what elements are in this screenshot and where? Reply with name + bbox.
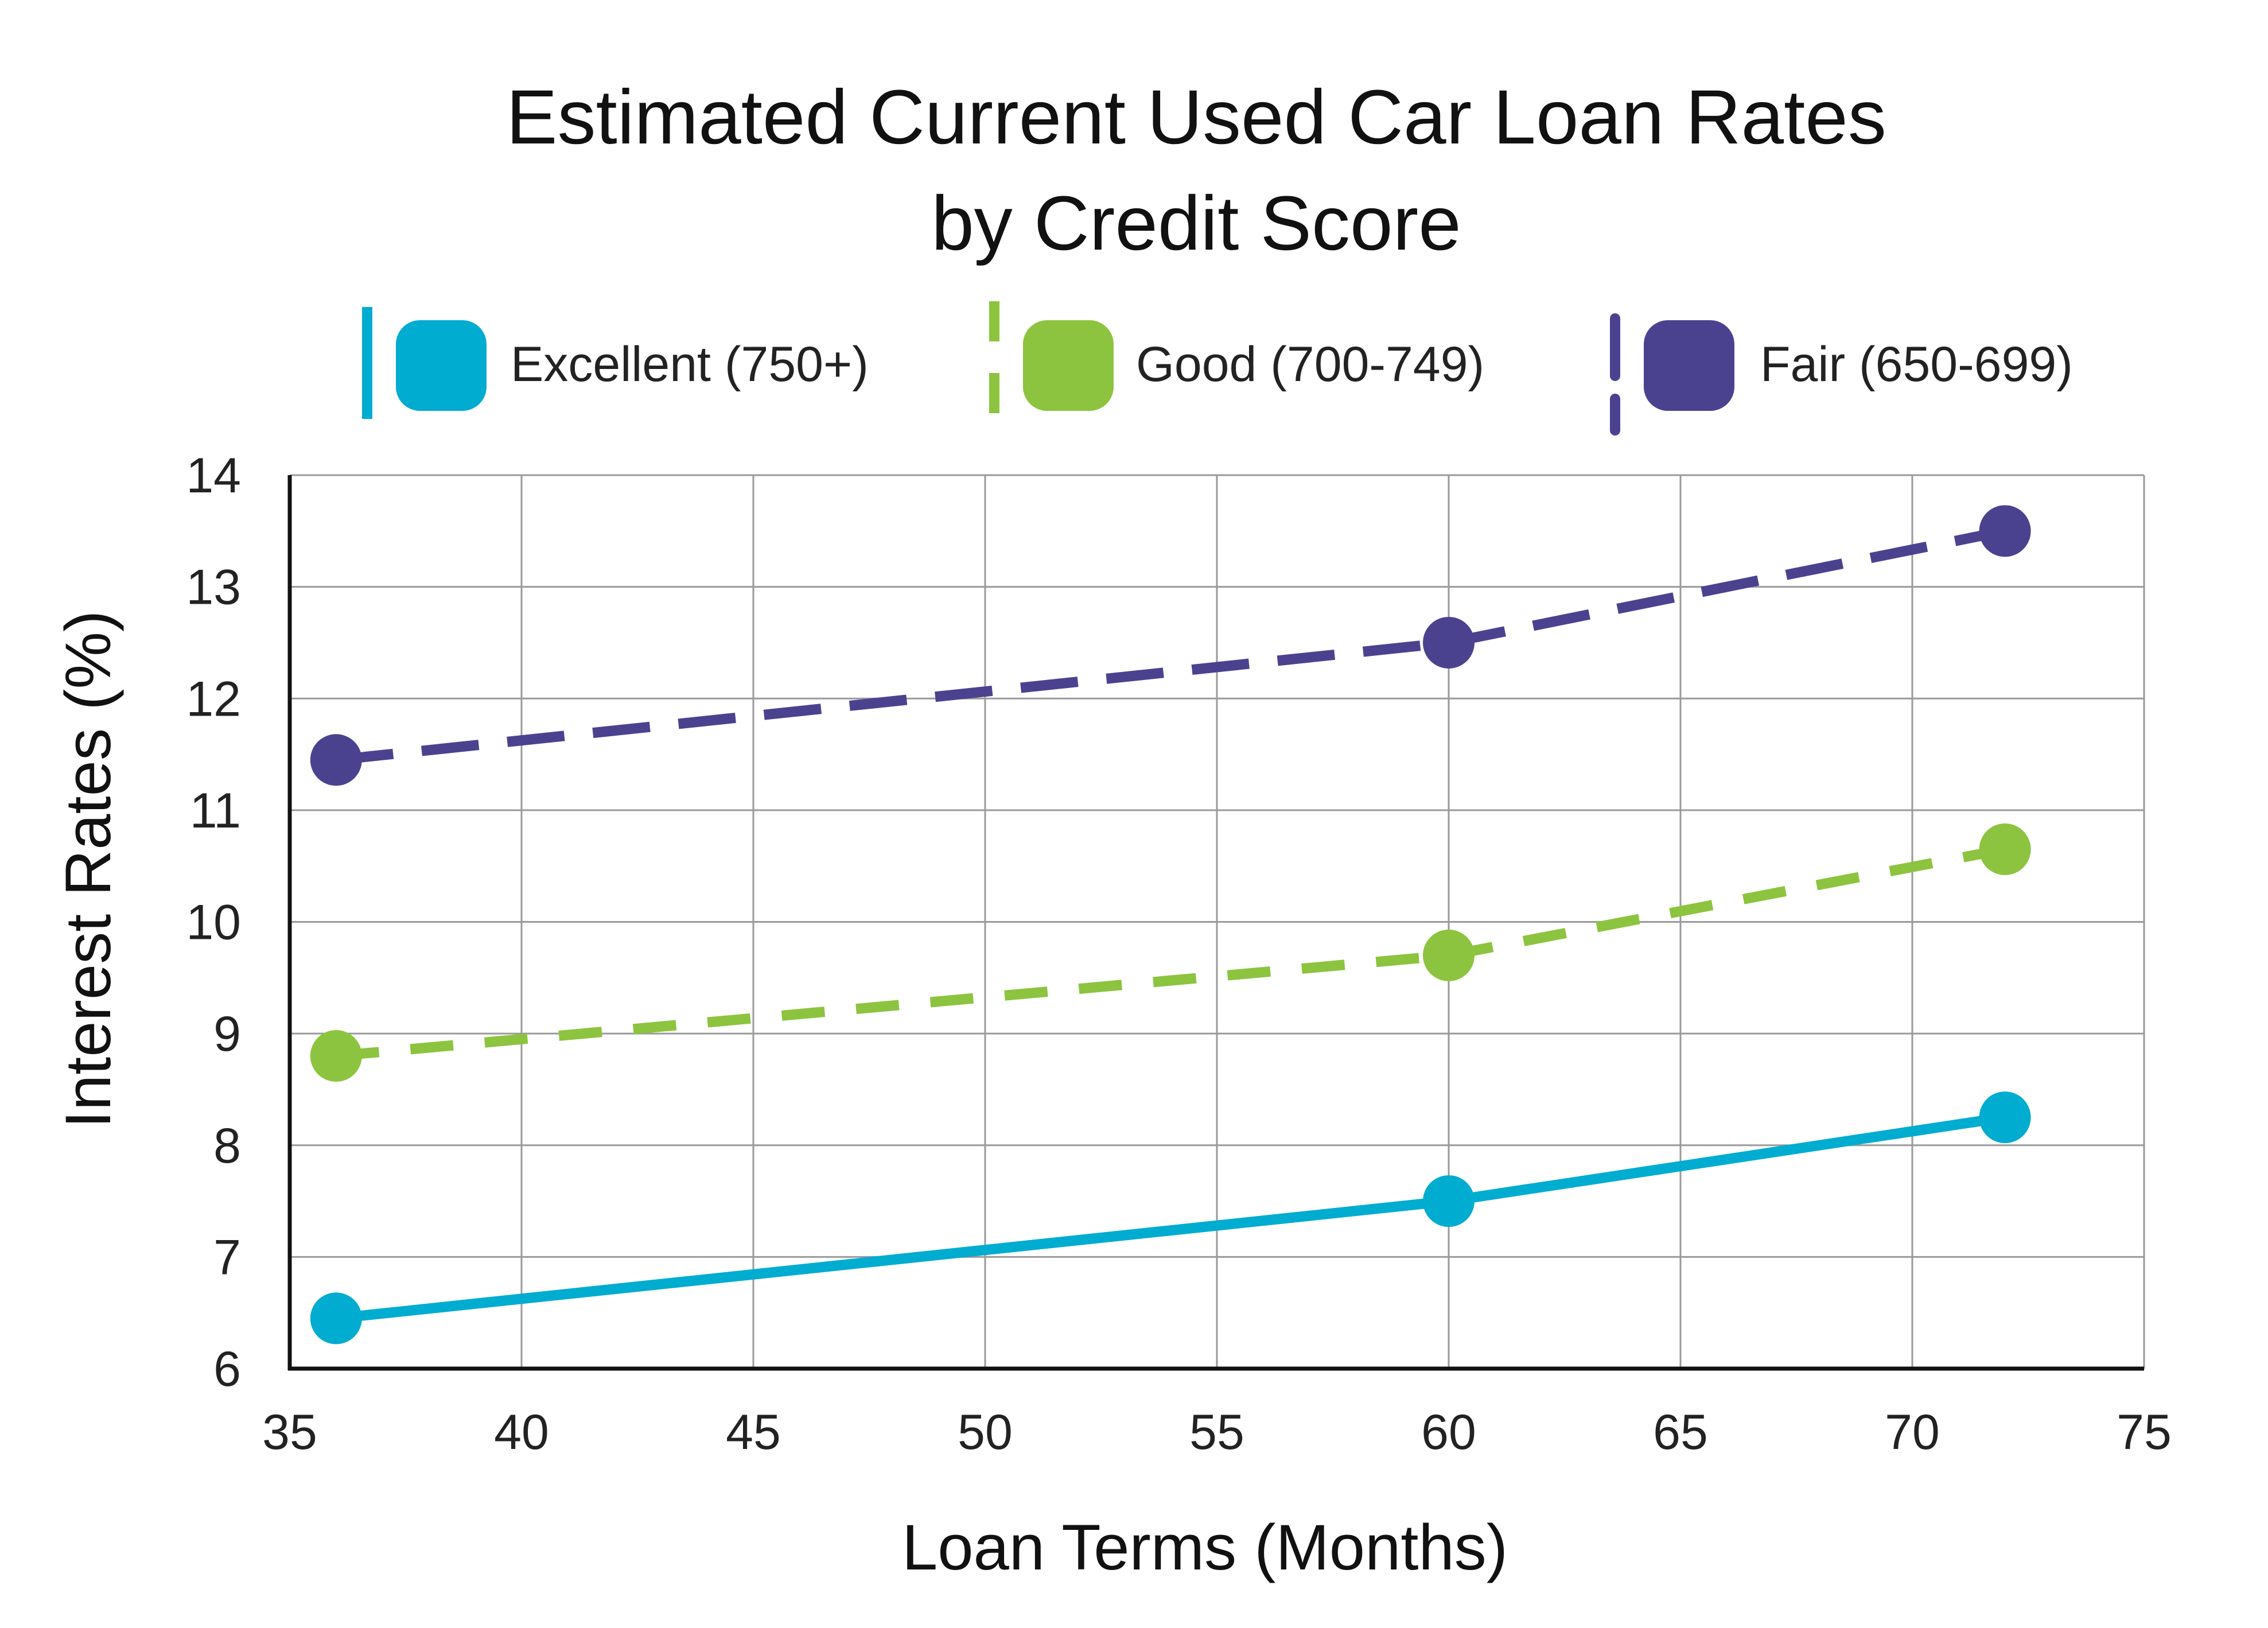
legend: Excellent (750+) Good (700-749) Fair (65…	[362, 301, 2073, 436]
series-1-point-0[interactable]	[310, 1030, 362, 1082]
legend-item-excellent[interactable]: Excellent (750+)	[362, 307, 869, 419]
series-2-point-0[interactable]	[310, 734, 362, 786]
legend-label-good: Good (700-749)	[1136, 337, 1484, 392]
axes	[287, 475, 2144, 1371]
y-tick-label-8: 8	[213, 1118, 241, 1174]
y-tick-label-9: 9	[213, 1007, 241, 1062]
x-tick-label-60: 60	[1421, 1405, 1476, 1460]
series-2-point-2[interactable]	[1979, 505, 2031, 557]
gridlines	[289, 474, 2145, 1370]
series-1-point-1[interactable]	[1423, 929, 1475, 981]
legend-label-excellent: Excellent (750+)	[511, 337, 869, 392]
series-0-point-0[interactable]	[310, 1292, 362, 1345]
x-tick-label-35: 35	[262, 1405, 317, 1460]
series-line-1	[335, 844, 2006, 1062]
y-tick-label-6: 6	[213, 1342, 241, 1397]
legend-color-swatch-fair	[1644, 320, 1734, 411]
series-1	[310, 823, 2031, 1082]
x-tick-label-70: 70	[1885, 1405, 1940, 1460]
x-tick-label-55: 55	[1189, 1405, 1244, 1460]
x-tick-label-75: 75	[2117, 1405, 2172, 1460]
legend-label-fair: Fair (650-699)	[1760, 337, 2073, 392]
series-line-2	[335, 526, 2006, 766]
series-2-point-1[interactable]	[1423, 616, 1475, 669]
x-axis-label: Loan Terms (Months)	[902, 1512, 1508, 1583]
legend-item-fair[interactable]: Fair (650-699)	[1610, 313, 2073, 436]
legend-item-good[interactable]: Good (700-749)	[989, 301, 1484, 425]
y-axis-label: Interest Rates (%)	[52, 611, 124, 1129]
x-tick-label-50: 50	[958, 1405, 1013, 1460]
x-tick-label-40: 40	[494, 1405, 549, 1460]
x-tick-label-45: 45	[726, 1405, 781, 1460]
y-tick-label-10: 10	[186, 895, 241, 950]
series	[310, 505, 2031, 1345]
legend-color-swatch-good	[1023, 320, 1114, 411]
series-line-0	[335, 1112, 2006, 1324]
series-0	[310, 1091, 2031, 1345]
y-tick-label-7: 7	[213, 1230, 241, 1285]
legend-color-swatch-excellent	[396, 320, 487, 411]
y-tick-label-14: 14	[186, 448, 241, 503]
chart-title-line-2: by Credit Score	[931, 181, 1461, 266]
tick-labels: 35 40 45 50 55 60 65 70 75 6 7 8 9 10 11 12 13 14	[186, 448, 2172, 1460]
y-tick-label-13: 13	[186, 560, 241, 615]
x-tick-label-65: 65	[1653, 1405, 1708, 1460]
chart-title-line-1: Estimated Current Used Car Loan Rates	[506, 75, 1886, 160]
y-tick-label-12: 12	[186, 671, 241, 726]
series-1-point-2[interactable]	[1979, 823, 2031, 875]
series-0-point-1[interactable]	[1423, 1175, 1475, 1227]
y-tick-label-11: 11	[190, 783, 241, 838]
series-2	[310, 505, 2031, 786]
series-0-point-2[interactable]	[1979, 1091, 2031, 1144]
